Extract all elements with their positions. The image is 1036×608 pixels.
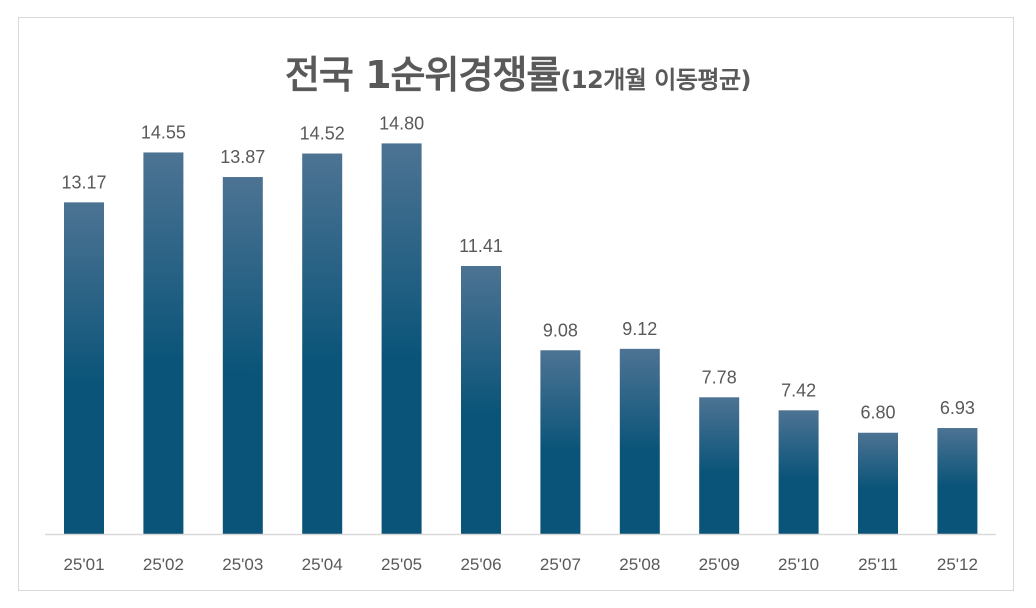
chart-frame (18, 17, 1014, 591)
x-tick-label: 25'05 (381, 555, 422, 574)
x-tick-label: 25'02 (143, 555, 184, 574)
data-label: 14.55 (141, 122, 186, 142)
bar-25'12 (937, 428, 978, 534)
x-tick-label: 25'11 (858, 555, 898, 574)
data-label: 14.80 (379, 113, 424, 133)
chart-title-main: 전국 1순위경쟁률 (284, 53, 561, 97)
x-tick-label: 25'01 (63, 555, 104, 574)
bar-25'01 (64, 202, 104, 534)
chart-subtitle: (12개월 이동평균) (560, 66, 752, 94)
bar-25'07 (540, 350, 581, 534)
bar-25'02 (143, 152, 184, 535)
x-tick-label: 25'12 (937, 555, 978, 574)
bar-25'10 (778, 410, 819, 534)
data-label: 6.80 (860, 403, 895, 423)
data-label: 14.52 (300, 124, 345, 144)
data-label: 7.78 (702, 367, 737, 387)
x-tick-label: 25'08 (619, 555, 660, 574)
bar-25'05 (381, 143, 422, 534)
data-label: 6.93 (940, 398, 975, 418)
bar-25'09 (699, 397, 740, 534)
data-label: 13.87 (220, 147, 265, 167)
chart-title: 전국 1순위경쟁률(12개월 이동평균) (0, 44, 1036, 99)
bar-25'03 (222, 177, 263, 534)
bar-25'11 (858, 432, 898, 534)
x-tick-label: 25'04 (302, 555, 343, 574)
data-label: 7.42 (781, 380, 816, 400)
x-tick-label: 25'10 (778, 555, 819, 574)
x-tick-label: 25'07 (540, 555, 581, 574)
data-label: 9.08 (543, 320, 578, 340)
bar-25'08 (619, 348, 660, 534)
data-label: 11.41 (459, 236, 503, 256)
x-tick-label: 25'03 (222, 555, 263, 574)
data-label: 13.17 (61, 172, 106, 192)
data-label: 9.12 (622, 319, 657, 339)
bar-25'06 (461, 266, 501, 534)
x-tick-label: 25'09 (699, 555, 740, 574)
x-tick-label: 25'06 (460, 555, 501, 574)
bar-25'04 (302, 153, 343, 534)
